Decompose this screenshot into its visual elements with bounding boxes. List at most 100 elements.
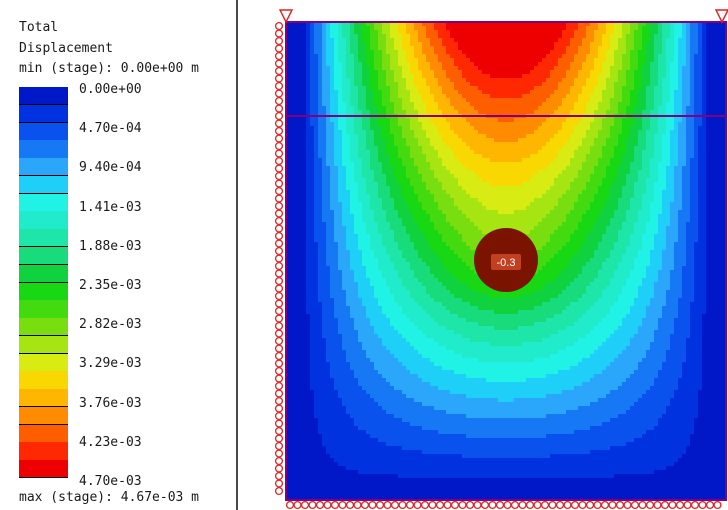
roller-support — [274, 74, 284, 83]
roller-support — [274, 81, 284, 91]
roller-support — [630, 500, 640, 510]
legend-title-line1: Total — [19, 20, 59, 35]
roller-support — [563, 500, 572, 510]
color-swatch — [19, 175, 68, 195]
roller-support — [274, 104, 284, 113]
roller-support — [353, 500, 362, 510]
color-swatch — [19, 229, 68, 248]
roller-support — [698, 500, 707, 510]
color-swatch — [19, 211, 68, 230]
roller-support — [274, 449, 284, 458]
point-label-box — [491, 254, 521, 270]
roller-support — [525, 500, 535, 510]
roller-support — [653, 500, 662, 510]
roller-support — [450, 500, 460, 510]
color-swatch — [19, 87, 68, 106]
roller-support — [274, 201, 284, 211]
roller-support — [308, 500, 317, 510]
roller-support — [375, 500, 385, 510]
scale-tick-label: 1.41e-03 — [79, 199, 142, 215]
color-swatch — [19, 193, 68, 212]
roller-support — [675, 500, 685, 510]
roller-support — [398, 500, 407, 510]
roller-support — [274, 351, 284, 361]
color-swatch — [19, 158, 68, 177]
color-swatch — [19, 371, 68, 390]
roller-support — [274, 321, 284, 331]
color-swatch — [19, 389, 68, 408]
color-swatch — [19, 246, 68, 266]
roller-support — [274, 111, 284, 121]
roller-support — [274, 126, 284, 136]
pin-support-marker — [714, 9, 728, 24]
roller-support — [274, 36, 284, 46]
roller-support — [274, 164, 284, 173]
roller-support — [274, 171, 284, 181]
color-swatch — [19, 122, 68, 141]
roller-support — [274, 44, 284, 53]
color-swatch — [19, 353, 68, 372]
roller-support — [548, 500, 557, 510]
roller-support — [495, 500, 505, 510]
roller-support — [274, 314, 284, 323]
roller-support — [683, 500, 692, 510]
color-swatch — [19, 442, 68, 461]
roller-support — [518, 500, 527, 510]
roller-support — [330, 500, 340, 510]
legend-max-text: max (stage): 4.67e-03 m — [19, 490, 200, 505]
roller-support — [390, 500, 400, 510]
roller-support — [540, 500, 550, 510]
roller-support — [274, 291, 284, 301]
roller-support — [274, 224, 284, 233]
roller-supports — [274, 9, 728, 510]
roller-support — [274, 404, 284, 413]
roller-support — [274, 239, 284, 248]
color-swatch — [19, 104, 68, 124]
scale-tick-label: 1.88e-03 — [79, 238, 142, 254]
color-swatch — [19, 406, 68, 426]
scale-tick-label: 3.76e-03 — [79, 395, 142, 411]
roller-support — [274, 381, 284, 391]
roller-support — [274, 284, 284, 293]
legend-panel: Total Displacement min (stage): 0.00e+00… — [0, 0, 236, 510]
roller-support — [285, 500, 295, 510]
color-swatch — [19, 140, 68, 159]
roller-support — [274, 179, 284, 188]
roller-support — [274, 231, 284, 241]
roller-support — [645, 500, 655, 510]
scale-tick-label: 0.00e+00 — [79, 82, 142, 97]
roller-support — [274, 486, 284, 496]
roller-support — [435, 500, 445, 510]
color-swatch — [19, 460, 68, 479]
roller-support — [274, 336, 284, 346]
roller-support — [405, 500, 415, 510]
roller-support — [555, 500, 565, 510]
roller-support — [274, 21, 284, 31]
roller-support — [465, 500, 475, 510]
roller-support — [660, 500, 670, 510]
scale-tick-label: 4.23e-03 — [79, 434, 142, 450]
roller-support — [274, 359, 284, 368]
scale-tick-label: 3.29e-03 — [79, 356, 142, 372]
roller-support — [593, 500, 602, 510]
roller-support — [274, 344, 284, 353]
roller-support — [274, 66, 284, 76]
roller-support — [443, 500, 452, 510]
roller-support — [323, 500, 332, 510]
roller-support — [368, 500, 377, 510]
roller-support — [360, 500, 370, 510]
panel-divider — [236, 0, 238, 510]
roller-support — [274, 59, 284, 68]
roller-support — [608, 500, 617, 510]
pin-support-marker — [278, 9, 294, 24]
roller-support — [274, 299, 284, 308]
roller-support — [383, 500, 392, 510]
roller-support — [473, 500, 482, 510]
color-swatch — [19, 424, 68, 443]
contour-plot[interactable]: -0.3 — [270, 0, 728, 510]
color-swatch — [19, 335, 68, 355]
roller-support — [274, 156, 284, 166]
roller-support — [300, 500, 310, 510]
roller-support — [585, 500, 595, 510]
roller-support — [274, 329, 284, 338]
